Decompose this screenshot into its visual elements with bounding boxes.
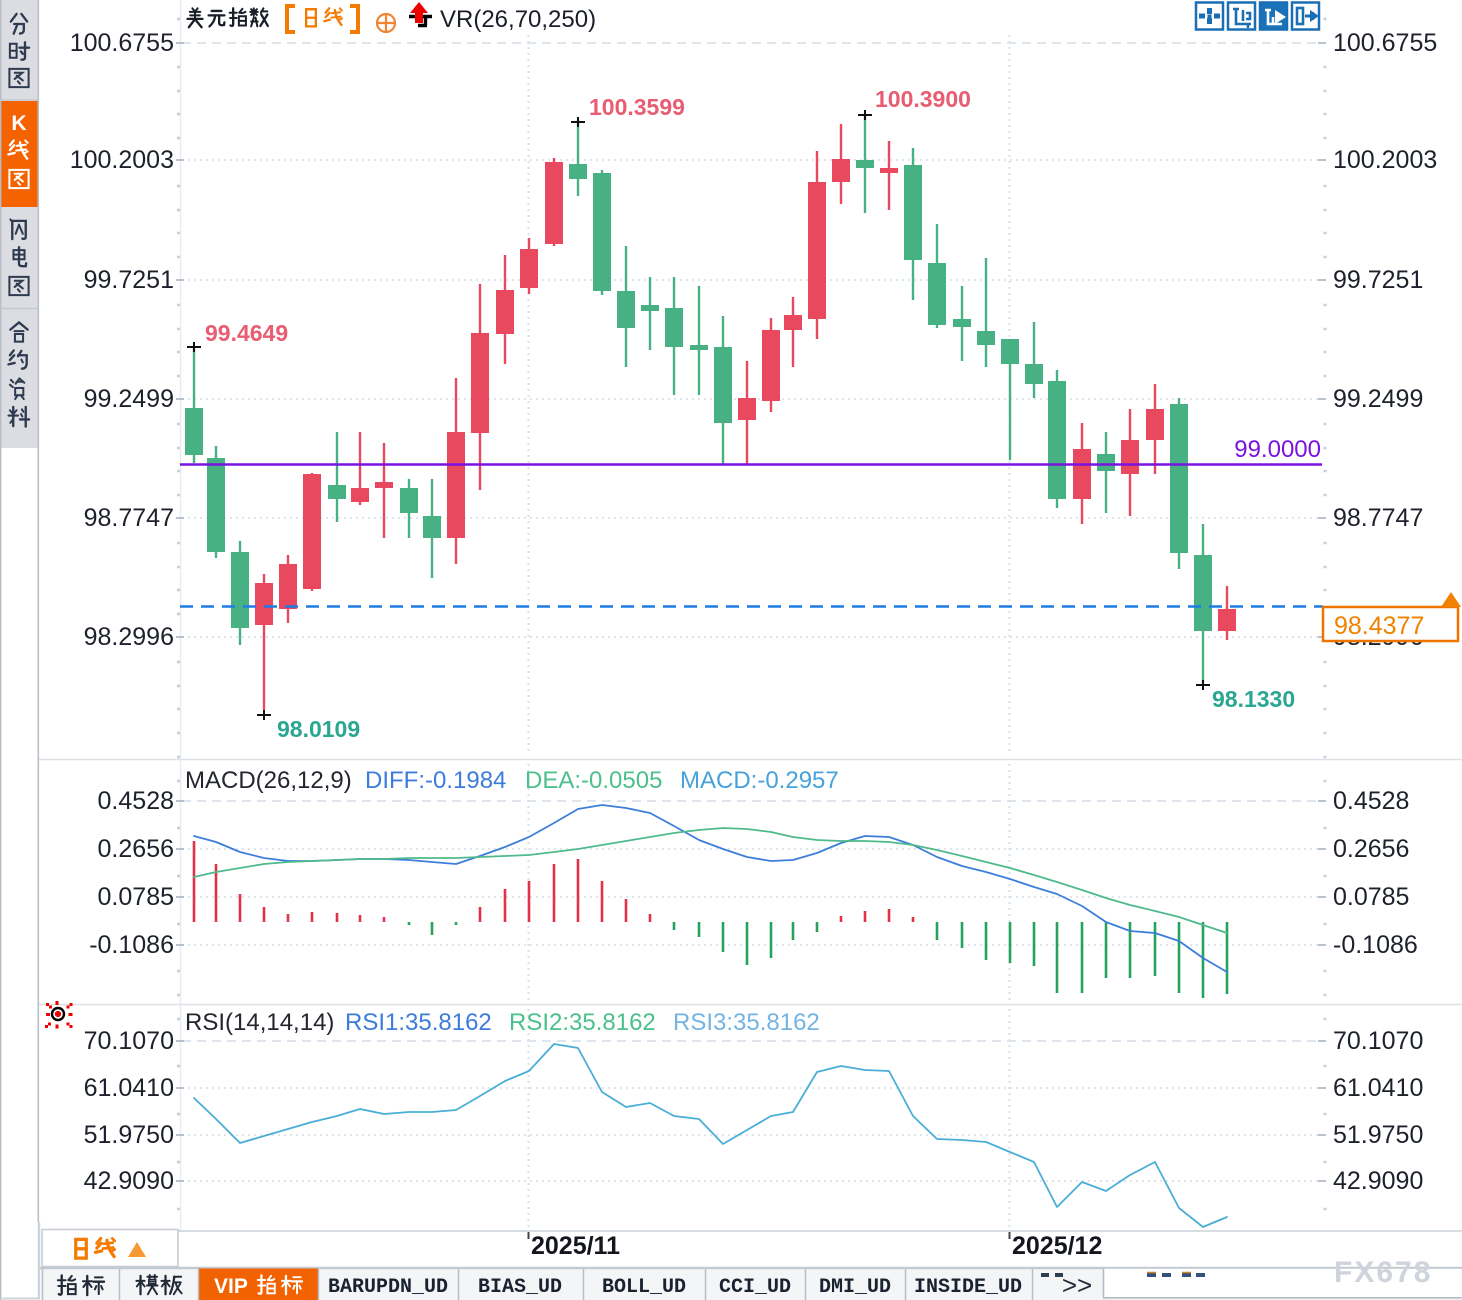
svg-text:RSI(14,14,14): RSI(14,14,14)	[185, 1009, 334, 1036]
svg-text:BOLL_UD: BOLL_UD	[602, 1276, 686, 1299]
svg-text:61.0410: 61.0410	[84, 1074, 174, 1102]
svg-text:70.1070: 70.1070	[84, 1027, 174, 1055]
svg-text:BIAS_UD: BIAS_UD	[478, 1276, 562, 1299]
svg-text:100.6755: 100.6755	[1333, 29, 1437, 57]
svg-text:51.9750: 51.9750	[84, 1121, 174, 1149]
svg-text:RSI2:35.8162: RSI2:35.8162	[509, 1009, 656, 1036]
svg-text:CCI_UD: CCI_UD	[719, 1276, 791, 1299]
svg-text:100.2003: 100.2003	[1333, 146, 1437, 174]
svg-text:>>: >>	[1062, 1270, 1092, 1300]
svg-text:99.7251: 99.7251	[1333, 266, 1423, 294]
svg-text:FX678: FX678	[1334, 1256, 1432, 1289]
svg-text:100.6755: 100.6755	[70, 29, 174, 57]
svg-text:99.2499: 99.2499	[84, 385, 174, 413]
svg-text:RSI1:35.8162: RSI1:35.8162	[345, 1009, 492, 1036]
svg-text:98.1330: 98.1330	[1212, 686, 1295, 712]
svg-text:0.2656: 0.2656	[1333, 835, 1409, 863]
svg-text:42.9090: 42.9090	[1333, 1167, 1423, 1195]
svg-text:51.9750: 51.9750	[1333, 1121, 1423, 1149]
svg-text:BARUPDN_UD: BARUPDN_UD	[328, 1276, 448, 1299]
svg-text:0.0785: 0.0785	[1333, 883, 1409, 911]
svg-text:99.2499: 99.2499	[1333, 385, 1423, 413]
svg-text:98.7747: 98.7747	[1333, 504, 1423, 532]
svg-text:0.4528: 0.4528	[1333, 787, 1409, 815]
svg-text:98.2996: 98.2996	[84, 623, 174, 651]
svg-text:MACD:-0.2957: MACD:-0.2957	[680, 767, 839, 794]
svg-text:0.4528: 0.4528	[98, 787, 174, 815]
svg-text:DMI_UD: DMI_UD	[819, 1276, 891, 1299]
svg-text:K: K	[11, 112, 26, 135]
svg-text:70.1070: 70.1070	[1333, 1027, 1423, 1055]
svg-text:99.7251: 99.7251	[84, 266, 174, 294]
svg-text:0.0785: 0.0785	[98, 883, 174, 911]
svg-text:2025/11: 2025/11	[531, 1232, 620, 1260]
svg-text:42.9090: 42.9090	[84, 1167, 174, 1195]
svg-text:DEA:-0.0505: DEA:-0.0505	[525, 767, 662, 794]
svg-text:RSI3:35.8162: RSI3:35.8162	[673, 1009, 820, 1036]
svg-text:98.7747: 98.7747	[84, 504, 174, 532]
svg-text:VR(26,70,250): VR(26,70,250)	[440, 6, 596, 33]
svg-text:98.4377: 98.4377	[1334, 612, 1424, 640]
svg-text:0.2656: 0.2656	[98, 835, 174, 863]
svg-text:DIFF:-0.1984: DIFF:-0.1984	[365, 767, 506, 794]
svg-text:98.0109: 98.0109	[277, 716, 360, 742]
svg-text:100.3599: 100.3599	[589, 94, 685, 120]
svg-text:99.4649: 99.4649	[205, 320, 288, 346]
svg-text:100.3900: 100.3900	[875, 86, 971, 112]
svg-text:-0.1086: -0.1086	[89, 931, 174, 959]
svg-text:2025/12: 2025/12	[1012, 1232, 1102, 1260]
svg-text:VIP: VIP	[214, 1275, 248, 1298]
svg-text:INSIDE_UD: INSIDE_UD	[914, 1276, 1022, 1299]
svg-text:61.0410: 61.0410	[1333, 1074, 1423, 1102]
svg-text:MACD(26,12,9): MACD(26,12,9)	[185, 767, 352, 794]
svg-text:99.0000: 99.0000	[1234, 436, 1321, 463]
svg-text:100.2003: 100.2003	[70, 146, 174, 174]
svg-text:-0.1086: -0.1086	[1333, 931, 1418, 959]
